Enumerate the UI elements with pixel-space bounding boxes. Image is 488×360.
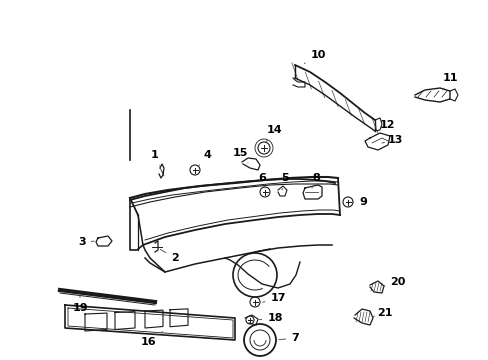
Text: 6: 6 <box>258 173 265 188</box>
Text: 2: 2 <box>160 249 179 263</box>
Text: 10: 10 <box>304 50 325 63</box>
Text: 14: 14 <box>265 125 282 142</box>
Text: 17: 17 <box>262 293 285 303</box>
Text: 21: 21 <box>371 308 392 318</box>
Text: 18: 18 <box>258 313 282 323</box>
Text: 16: 16 <box>140 332 163 347</box>
Text: 9: 9 <box>352 197 366 207</box>
Text: 20: 20 <box>383 277 405 287</box>
Text: 5: 5 <box>281 173 288 190</box>
Text: 3: 3 <box>78 237 94 247</box>
Text: 19: 19 <box>72 296 88 313</box>
Text: 7: 7 <box>278 333 298 343</box>
Text: 11: 11 <box>441 73 457 90</box>
Text: 15: 15 <box>232 148 247 163</box>
Text: 13: 13 <box>381 135 402 145</box>
Text: 1: 1 <box>151 150 161 167</box>
Text: 4: 4 <box>198 150 210 166</box>
Text: 12: 12 <box>374 120 394 130</box>
Text: 8: 8 <box>311 173 319 188</box>
